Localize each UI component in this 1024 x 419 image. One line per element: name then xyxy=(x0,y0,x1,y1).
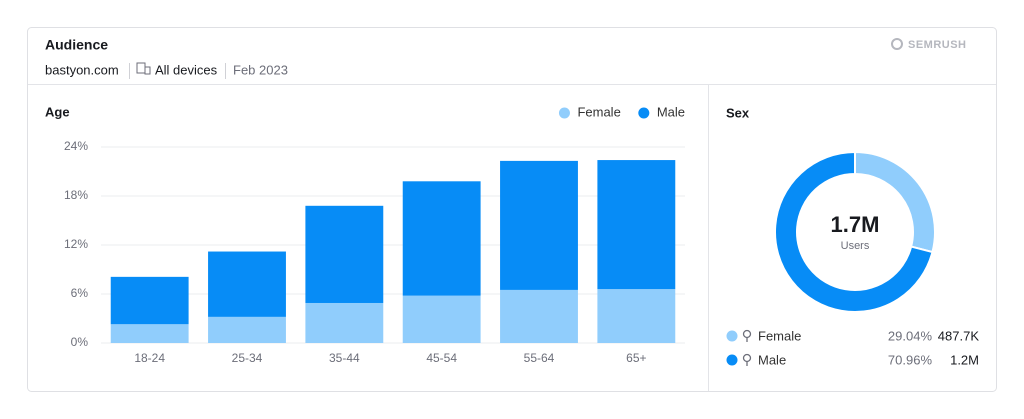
bar xyxy=(305,205,384,303)
x-tick-label: 25-34 xyxy=(232,351,263,365)
legend-label: Female xyxy=(758,328,801,343)
bar xyxy=(110,324,189,343)
date: Feb 2023 xyxy=(233,62,288,77)
bar xyxy=(402,295,481,343)
legend-label: Female xyxy=(577,104,620,119)
legend-swatch xyxy=(638,107,650,119)
bar xyxy=(110,276,189,325)
legend-count: 487.7K xyxy=(938,328,980,343)
y-tick-label: 0% xyxy=(71,335,89,349)
donut-segment xyxy=(774,150,934,313)
brand: SEMRUSH xyxy=(908,39,967,51)
legend-swatch xyxy=(558,107,570,119)
legend-percent: 29.04% xyxy=(888,328,933,343)
legend-label: Male xyxy=(657,104,685,119)
chart-title: Sex xyxy=(726,105,750,120)
x-tick-label: 65+ xyxy=(626,351,646,365)
bar xyxy=(500,289,578,343)
chart-title: Age xyxy=(45,104,70,119)
widget-title: Audience xyxy=(45,37,108,53)
center-sublabel: Users xyxy=(841,240,870,252)
legend-swatch xyxy=(726,330,738,342)
legend-swatch xyxy=(726,354,738,366)
device-icon xyxy=(144,66,151,75)
bar xyxy=(305,302,384,343)
y-tick-label: 12% xyxy=(64,237,88,251)
domain: bastyon.com xyxy=(45,62,119,77)
x-tick-label: 55-64 xyxy=(524,351,555,365)
bar xyxy=(500,160,578,290)
y-tick-label: 6% xyxy=(71,286,89,300)
center-label: 1.7M xyxy=(831,212,880,237)
bar xyxy=(208,316,286,343)
x-tick-label: 35-44 xyxy=(329,351,360,365)
x-tick-label: 45-54 xyxy=(426,351,457,365)
bar xyxy=(597,289,676,343)
bar xyxy=(208,251,286,317)
legend-label: Male xyxy=(758,352,786,367)
legend-count: 1.2M xyxy=(950,352,979,367)
device: All devices xyxy=(155,62,218,77)
bar xyxy=(597,160,676,290)
y-tick-label: 18% xyxy=(64,188,88,202)
bar xyxy=(402,181,481,296)
x-tick-label: 18-24 xyxy=(134,351,165,365)
brand-logo xyxy=(891,38,903,50)
y-tick-label: 24% xyxy=(64,139,88,153)
legend-percent: 70.96% xyxy=(888,352,933,367)
